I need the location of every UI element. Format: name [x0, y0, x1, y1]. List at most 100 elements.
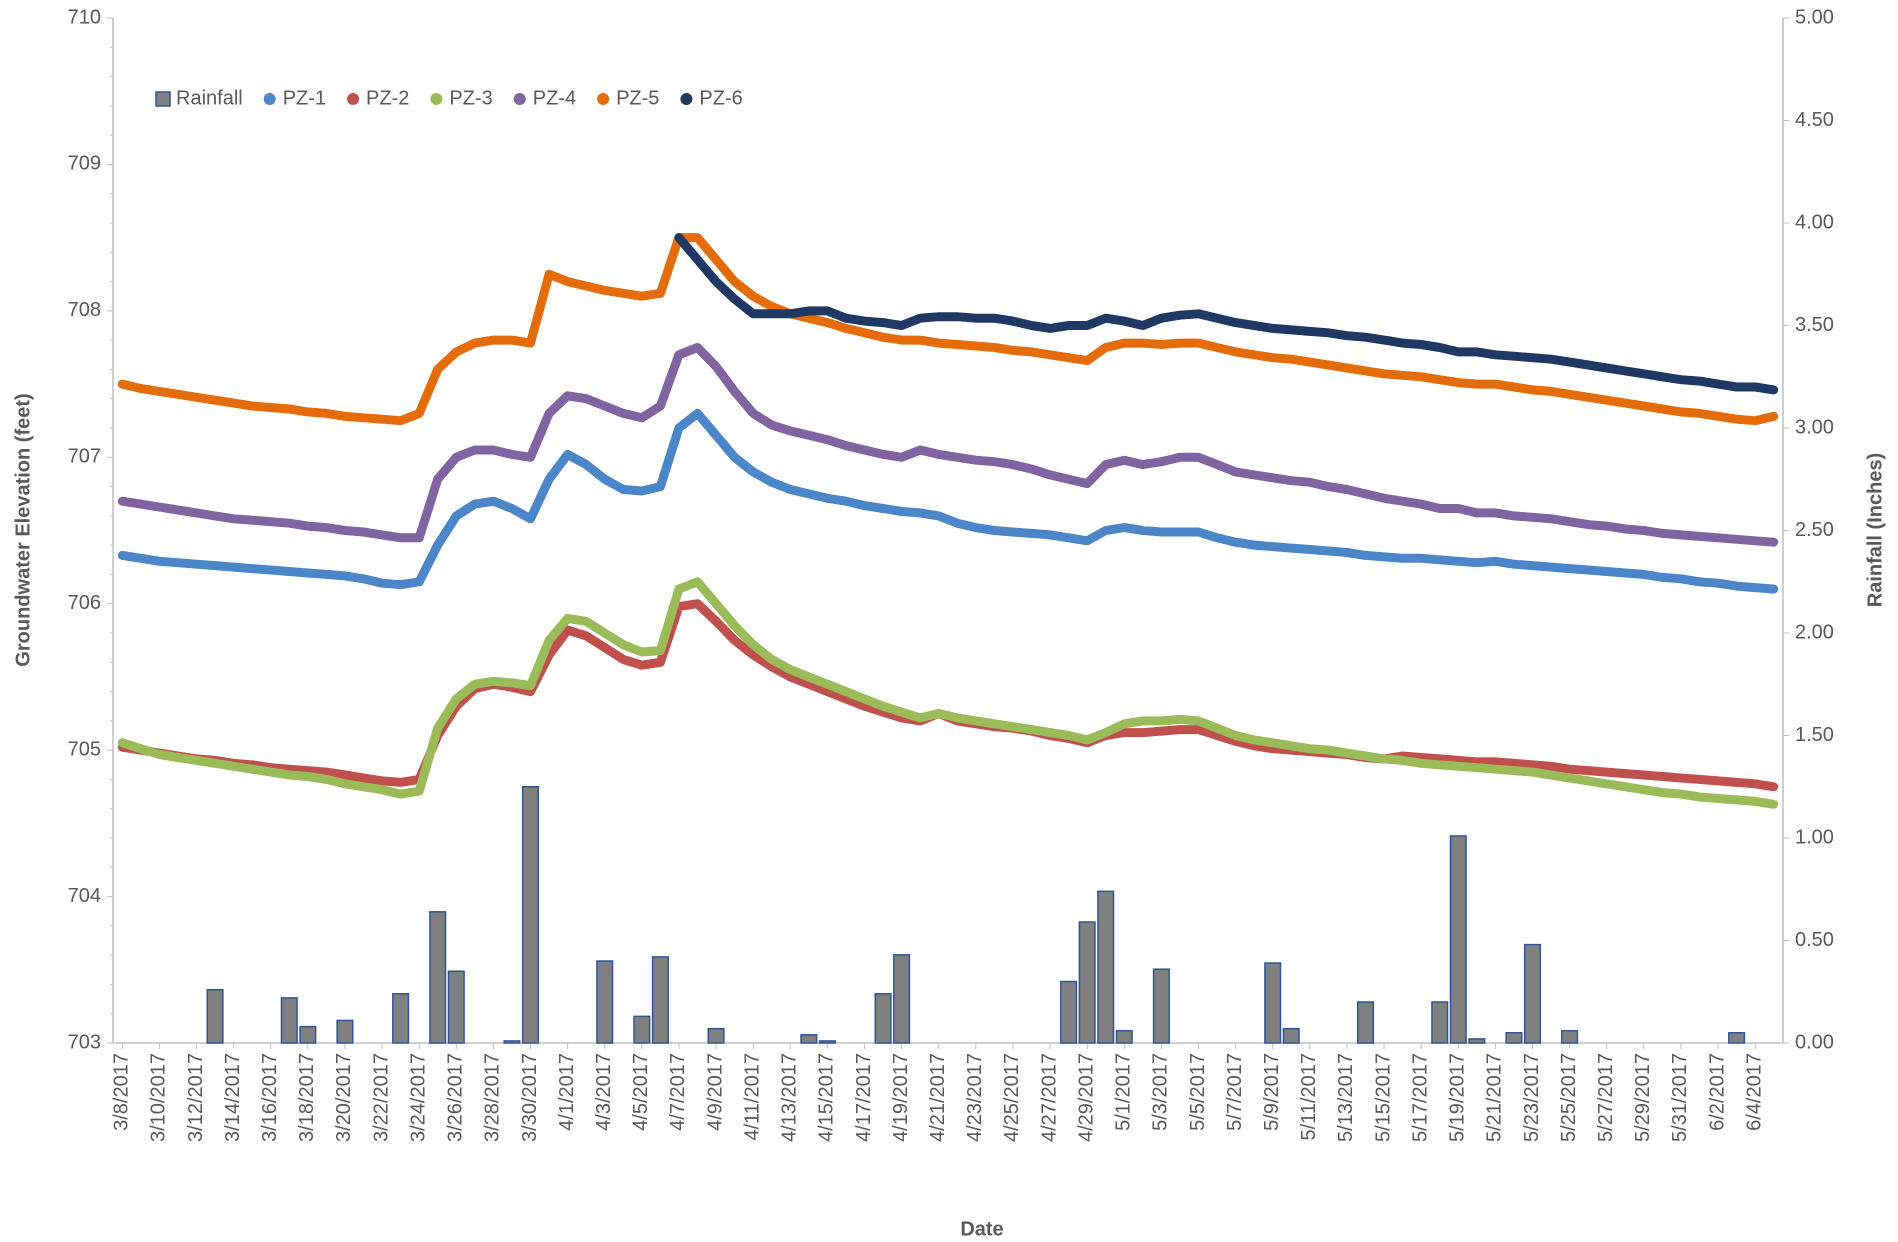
- y-tick-label: 703: [68, 1031, 101, 1053]
- legend-label: PZ-2: [366, 87, 409, 109]
- rain-bar: [1060, 980, 1078, 1044]
- rain-bar: [206, 988, 224, 1044]
- x-tick-label: 5/21/2017: [1484, 1053, 1506, 1142]
- rain-bar: [1097, 890, 1115, 1044]
- y-tick-label: 709: [68, 153, 101, 175]
- x-tick-label: 4/13/2017: [779, 1053, 801, 1142]
- y2-tick-label: 1.00: [1795, 826, 1834, 848]
- rain-bar: [1449, 835, 1467, 1044]
- x-tick-label: 4/9/2017: [704, 1053, 726, 1131]
- x-tick-label: 4/11/2017: [741, 1053, 763, 1141]
- x-tick-label: 5/27/2017: [1595, 1053, 1617, 1142]
- legend-swatch: [347, 93, 360, 105]
- x-tick-label: 4/27/2017: [1038, 1053, 1060, 1142]
- y2-axis-title: Rainfall (Inches): [1864, 453, 1886, 607]
- legend-item: PZ-3: [430, 87, 493, 109]
- x-tick-label: 5/5/2017: [1187, 1053, 1209, 1131]
- y2-tick-label: 2.00: [1795, 621, 1834, 643]
- legend-label: Rainfall: [176, 87, 243, 109]
- legend-label: PZ-1: [283, 87, 326, 109]
- x-tick-label: 5/25/2017: [1558, 1053, 1580, 1142]
- legend-item: PZ-5: [597, 87, 659, 109]
- x-tick-label: 3/22/2017: [370, 1053, 392, 1142]
- rain-bar: [596, 960, 614, 1044]
- rain-bar: [1264, 962, 1282, 1044]
- x-tick-label: 3/12/2017: [185, 1053, 207, 1142]
- rain-bar: [280, 997, 298, 1044]
- x-tick-label: 4/7/2017: [667, 1053, 689, 1131]
- series-line: [117, 233, 1779, 426]
- x-tick-label: 4/17/2017: [853, 1053, 875, 1142]
- x-axis-title: Date: [960, 1218, 1003, 1240]
- rain-bar: [521, 786, 540, 1044]
- legend-swatch: [263, 93, 276, 105]
- y-tick-label: 705: [68, 738, 101, 760]
- x-tick-label: 4/25/2017: [1001, 1053, 1023, 1142]
- x-tick-label: 5/3/2017: [1150, 1053, 1172, 1131]
- rain-bar: [818, 1040, 836, 1044]
- x-tick-label: 5/29/2017: [1632, 1053, 1654, 1142]
- rain-bar: [893, 954, 911, 1044]
- series-line: [117, 408, 1779, 594]
- x-tick-label: 3/14/2017: [222, 1053, 244, 1142]
- rain-bar: [707, 1027, 725, 1044]
- x-tick-label: 5/13/2017: [1335, 1053, 1357, 1142]
- rain-bar: [1152, 968, 1170, 1044]
- x-tick-label: 4/21/2017: [927, 1053, 949, 1142]
- x-tick-label: 4/1/2017: [556, 1053, 578, 1131]
- x-tick-label: 5/11/2017: [1298, 1053, 1320, 1141]
- legend-item: PZ-1: [263, 87, 326, 109]
- rain-bar: [1282, 1027, 1300, 1044]
- rain-bar: [1523, 943, 1542, 1044]
- y2-tick-label: 3.50: [1795, 314, 1834, 336]
- y-tick-label: 707: [68, 446, 101, 468]
- rain-bar: [1468, 1038, 1486, 1044]
- y2-tick-label: 0.50: [1795, 929, 1834, 951]
- rain-bar: [299, 1025, 317, 1044]
- rain-bar: [447, 970, 465, 1044]
- x-tick-label: 3/26/2017: [445, 1053, 467, 1142]
- y-tick-label: 708: [68, 299, 101, 321]
- legend-swatch: [680, 93, 693, 105]
- rain-bar: [874, 993, 892, 1044]
- x-tick-label: 3/20/2017: [333, 1053, 355, 1142]
- y2-tick-label: 2.50: [1795, 519, 1834, 541]
- rain-bar: [651, 956, 669, 1044]
- rain-bar: [1115, 1029, 1133, 1044]
- legend-swatch: [155, 91, 171, 107]
- x-tick-label: 5/19/2017: [1447, 1053, 1469, 1142]
- x-tick-label: 5/7/2017: [1224, 1053, 1246, 1131]
- legend-item: PZ-4: [513, 87, 576, 109]
- y-tick-label: 704: [68, 885, 101, 907]
- x-tick-label: 5/1/2017: [1113, 1053, 1135, 1131]
- rain-bar: [336, 1019, 354, 1044]
- x-tick-label: 5/15/2017: [1372, 1053, 1394, 1142]
- x-tick-label: 3/24/2017: [407, 1053, 429, 1142]
- rain-bar: [429, 911, 447, 1044]
- x-tick-label: 3/28/2017: [482, 1053, 504, 1142]
- rain-bar: [1078, 921, 1096, 1044]
- rain-bar: [1431, 1001, 1449, 1044]
- series-line: [117, 577, 1779, 809]
- x-tick-label: 6/4/2017: [1743, 1053, 1765, 1131]
- legend-item: PZ-6: [680, 87, 743, 109]
- y2-tick-label: 1.50: [1795, 724, 1834, 746]
- legend-swatch: [513, 93, 526, 105]
- x-tick-label: 3/18/2017: [296, 1053, 318, 1142]
- y-axis-title: Groundwater Elevation (feet): [12, 393, 34, 666]
- rain-bar: [1505, 1032, 1523, 1044]
- rain-bar: [503, 1040, 521, 1044]
- x-tick-label: 4/19/2017: [890, 1053, 912, 1142]
- y-tick-label: 706: [68, 592, 101, 614]
- x-tick-label: 4/5/2017: [630, 1053, 652, 1131]
- series-line: [117, 343, 1779, 547]
- x-tick-label: 4/15/2017: [816, 1053, 838, 1142]
- legend-item: PZ-2: [347, 87, 409, 109]
- x-tick-label: 3/10/2017: [148, 1053, 170, 1142]
- rain-bar: [392, 993, 410, 1044]
- x-tick-label: 5/17/2017: [1409, 1053, 1431, 1142]
- x-tick-label: 4/23/2017: [964, 1053, 986, 1142]
- rain-bar: [1561, 1029, 1579, 1044]
- x-tick-label: 3/30/2017: [519, 1053, 541, 1142]
- y2-tick-label: 5.00: [1795, 6, 1834, 28]
